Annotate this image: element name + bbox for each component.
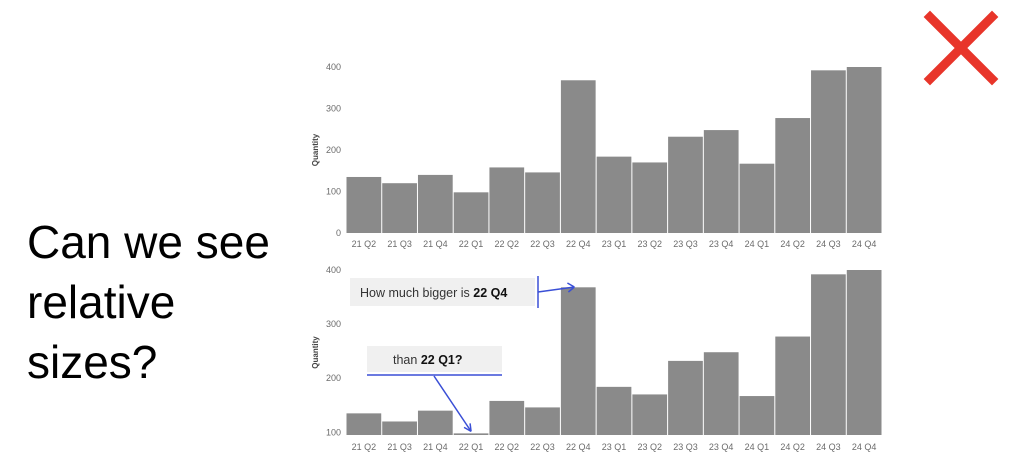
x-tick-label: 24 Q1 [745, 442, 770, 452]
arrowhead-icon [463, 423, 472, 433]
y-axis-label: Quantity [311, 336, 320, 369]
x-tick-label: 24 Q2 [780, 239, 805, 249]
chart-truncated-baseline: 100 200 300 400 Quantity 21 Q2 21 Q3 21 Q4 22 Q1… [311, 265, 882, 452]
x-tick-label: 23 Q3 [673, 239, 698, 249]
bar [775, 118, 811, 233]
y-tick-label: 100 [326, 427, 341, 437]
x-tick-label: 22 Q2 [495, 239, 520, 249]
x-tick-label: 22 Q1 [459, 239, 484, 249]
bar [811, 274, 846, 435]
bar [632, 162, 668, 233]
x-tick-label: 23 Q4 [709, 442, 734, 452]
x-tick-label: 23 Q3 [673, 442, 698, 452]
annotation-prefix: than [393, 353, 421, 367]
bar [346, 176, 382, 233]
annotation-box [367, 346, 502, 372]
y-tick-label: 400 [326, 265, 341, 275]
x-tick-label: 21 Q3 [387, 442, 412, 452]
x-tick-label: 24 Q4 [852, 442, 877, 452]
x-tick-label: 24 Q2 [780, 442, 805, 452]
y-axis-label: Quantity [311, 133, 320, 166]
bar [596, 156, 632, 233]
x-tick-label: 21 Q2 [352, 442, 377, 452]
bar [560, 287, 596, 435]
annotation-text: than 22 Q1? [393, 353, 463, 367]
x-tick-label: 23 Q4 [709, 239, 734, 249]
y-tick-label: 300 [326, 104, 341, 114]
bar [417, 410, 453, 435]
annotation-line [537, 286, 575, 293]
annotation-bold: 22 Q1? [421, 353, 463, 367]
x-tick-label: 22 Q2 [495, 442, 520, 452]
y-tick-label: 300 [326, 319, 341, 329]
bar [846, 67, 882, 233]
bar [703, 130, 739, 233]
bar [453, 192, 489, 233]
bar [668, 136, 703, 233]
x-tick-label: 23 Q2 [637, 239, 662, 249]
bar [632, 394, 668, 435]
bar [453, 433, 489, 435]
bar [560, 80, 596, 233]
x-tick-label: 23 Q2 [637, 442, 662, 452]
bar [846, 270, 882, 435]
x-tick-label: 24 Q1 [745, 239, 770, 249]
bar [417, 174, 453, 233]
question-line-1: Can we see [27, 216, 270, 268]
question-line-3: sizes? [27, 336, 158, 388]
bar [382, 183, 417, 233]
chart-zero-baseline: 0 100 200 300 400 Quantity 21 Q2 21 Q3 21 Q4 22 Q… [311, 62, 882, 249]
chart-annotations: How much bigger is 22 Q4 than 22 Q1? [350, 276, 575, 433]
annotation-text: How much bigger is 22 Q4 [360, 286, 507, 300]
annotation-line [433, 375, 472, 432]
bar [489, 400, 525, 435]
x-tick-label: 21 Q4 [423, 239, 448, 249]
bar [525, 172, 560, 233]
arrowhead-icon [567, 282, 575, 293]
annotation-bold: 22 Q4 [473, 286, 507, 300]
bar [346, 413, 382, 435]
slide-question: Can we see relative sizes? [27, 212, 287, 392]
x-tick-label: 24 Q4 [852, 239, 877, 249]
x-tick-label: 22 Q1 [459, 442, 484, 452]
bar [739, 163, 775, 233]
bar [775, 336, 811, 435]
y-tick-label: 100 [326, 187, 341, 197]
x-tick-label: 22 Q3 [530, 239, 555, 249]
bar [489, 167, 525, 233]
x-tick-label: 23 Q1 [602, 239, 627, 249]
question-line-2: relative [27, 276, 176, 328]
y-tick-label: 0 [336, 228, 341, 238]
bar [703, 352, 739, 435]
bar [811, 70, 846, 233]
annotation-prefix: How much bigger is [360, 286, 473, 300]
bar [668, 360, 703, 435]
x-tick-label: 24 Q3 [816, 442, 841, 452]
x-tick-label: 21 Q2 [352, 239, 377, 249]
x-tick-label: 21 Q3 [387, 239, 412, 249]
y-tick-label: 200 [326, 145, 341, 155]
x-tick-label: 21 Q4 [423, 442, 448, 452]
annotation-box [350, 278, 535, 306]
y-tick-label: 200 [326, 373, 341, 383]
x-stroke-2 [923, 10, 999, 86]
bar [739, 396, 775, 435]
x-tick-label: 22 Q3 [530, 442, 555, 452]
bar [382, 421, 417, 435]
bar [525, 407, 560, 435]
bar [596, 386, 632, 435]
x-tick-label: 22 Q4 [566, 442, 591, 452]
x-tick-label: 24 Q3 [816, 239, 841, 249]
x-tick-label: 23 Q1 [602, 442, 627, 452]
x-tick-label: 22 Q4 [566, 239, 591, 249]
y-tick-label: 400 [326, 62, 341, 72]
